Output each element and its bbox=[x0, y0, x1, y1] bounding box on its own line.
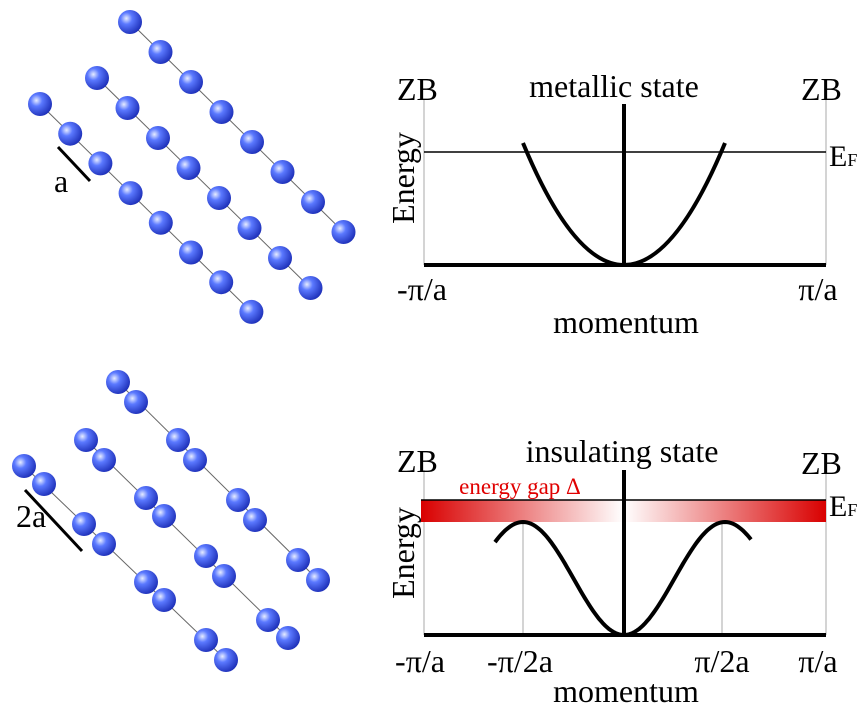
atom bbox=[28, 92, 52, 116]
fermi-label: EF bbox=[829, 140, 857, 173]
atom bbox=[92, 448, 116, 472]
atom bbox=[92, 532, 116, 556]
atom bbox=[116, 96, 140, 120]
chain-bond bbox=[118, 382, 318, 580]
atom bbox=[286, 548, 310, 572]
fermi-label: EF bbox=[829, 490, 857, 523]
x-tick-label: π/a bbox=[798, 271, 837, 307]
atom bbox=[299, 276, 323, 300]
x-label: momentum bbox=[553, 304, 699, 340]
lattice-label: a bbox=[54, 163, 68, 199]
fermi-e: E bbox=[829, 140, 847, 173]
title: metallic state bbox=[529, 68, 699, 104]
atom bbox=[214, 648, 238, 672]
atom bbox=[106, 370, 130, 394]
x-tick-label: -π/a bbox=[395, 643, 445, 679]
atom bbox=[194, 544, 218, 568]
atom bbox=[212, 564, 236, 588]
atom bbox=[306, 568, 330, 592]
atom bbox=[209, 270, 233, 294]
atom bbox=[32, 472, 56, 496]
atom bbox=[268, 246, 292, 270]
atom bbox=[74, 428, 98, 452]
atom bbox=[332, 220, 356, 244]
chain-bond bbox=[24, 466, 226, 660]
atom bbox=[124, 390, 148, 414]
atom bbox=[118, 10, 142, 34]
atom bbox=[152, 504, 176, 528]
diagram: a 2a ZB metallic state ZB EF Energy -π/a… bbox=[0, 0, 860, 708]
atom bbox=[177, 156, 201, 180]
atom bbox=[276, 626, 300, 650]
atom bbox=[256, 608, 280, 632]
atom bbox=[72, 512, 96, 536]
atom bbox=[149, 211, 173, 235]
atom bbox=[207, 186, 231, 210]
atom bbox=[58, 122, 82, 146]
atom bbox=[226, 488, 250, 512]
x-label: momentum bbox=[553, 673, 699, 708]
atom bbox=[183, 448, 207, 472]
atom bbox=[12, 454, 36, 478]
x-tick-label: π/a bbox=[798, 643, 837, 679]
atom bbox=[239, 300, 263, 324]
atom bbox=[179, 70, 203, 94]
atom bbox=[134, 486, 158, 510]
x-tick-label: -π/2a bbox=[487, 643, 553, 679]
zb-label: ZB bbox=[801, 445, 842, 481]
atom bbox=[238, 216, 262, 240]
atom bbox=[240, 130, 264, 154]
atom bbox=[149, 40, 173, 64]
y-label: Energy bbox=[385, 507, 421, 599]
fermi-e: E bbox=[829, 490, 847, 523]
y-label: Energy bbox=[385, 132, 421, 224]
insulating-plot: ZB insulating state ZB energy gap Δ EF E… bbox=[385, 433, 857, 708]
atom-chains bbox=[12, 10, 356, 672]
atom bbox=[134, 570, 158, 594]
x-tick-label: π/2a bbox=[694, 643, 749, 679]
atom bbox=[166, 428, 190, 452]
atom bbox=[179, 241, 203, 265]
fermi-sub: F bbox=[847, 500, 857, 520]
atom bbox=[85, 66, 109, 90]
gap-label: energy gap Δ bbox=[459, 474, 581, 499]
metallic-plot: ZB metallic state ZB EF Energy -π/a π/a … bbox=[385, 68, 857, 340]
x-tick-label: -π/a bbox=[397, 271, 447, 307]
atom bbox=[152, 588, 176, 612]
atom bbox=[88, 151, 112, 175]
chain-bond bbox=[86, 440, 288, 638]
zb-label: ZB bbox=[397, 443, 438, 479]
atom bbox=[243, 508, 267, 532]
title: insulating state bbox=[526, 433, 719, 469]
atom bbox=[119, 181, 143, 205]
zb-label: ZB bbox=[397, 71, 438, 107]
atom bbox=[271, 160, 295, 184]
atom bbox=[301, 190, 325, 214]
atom bbox=[194, 628, 218, 652]
atom bbox=[146, 126, 170, 150]
zb-label: ZB bbox=[801, 71, 842, 107]
lattice-label: 2a bbox=[16, 498, 46, 534]
atom bbox=[210, 100, 234, 124]
fermi-sub: F bbox=[847, 150, 857, 170]
